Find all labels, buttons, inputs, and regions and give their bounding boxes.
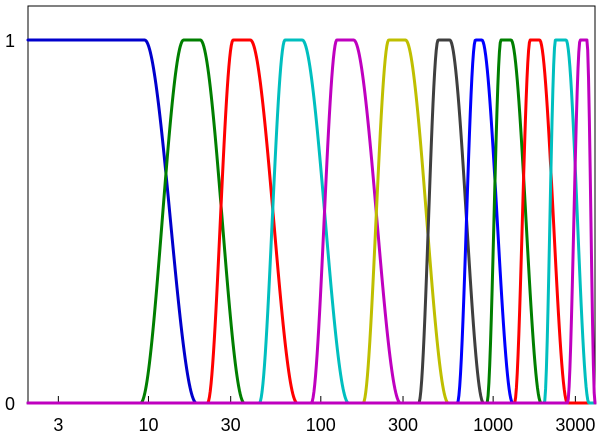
x-tick-label: 1000: [473, 415, 513, 435]
x-tick-label: 3: [53, 415, 63, 435]
series-lines: [26, 38, 597, 405]
y-tick-label: 0: [5, 394, 15, 414]
x-tick-label: 30: [221, 415, 241, 435]
y-tick-label: 1: [5, 31, 15, 51]
x-axis-ticks: 3 10 30 100 300 1000 3000: [53, 396, 595, 435]
x-tick-label: 100: [306, 415, 336, 435]
x-tick-label: 300: [388, 415, 418, 435]
series-line: [26, 38, 597, 405]
x-tick-label: 10: [138, 415, 158, 435]
plot-area: [27, 5, 596, 404]
x-tick-label: 3000: [555, 415, 595, 435]
